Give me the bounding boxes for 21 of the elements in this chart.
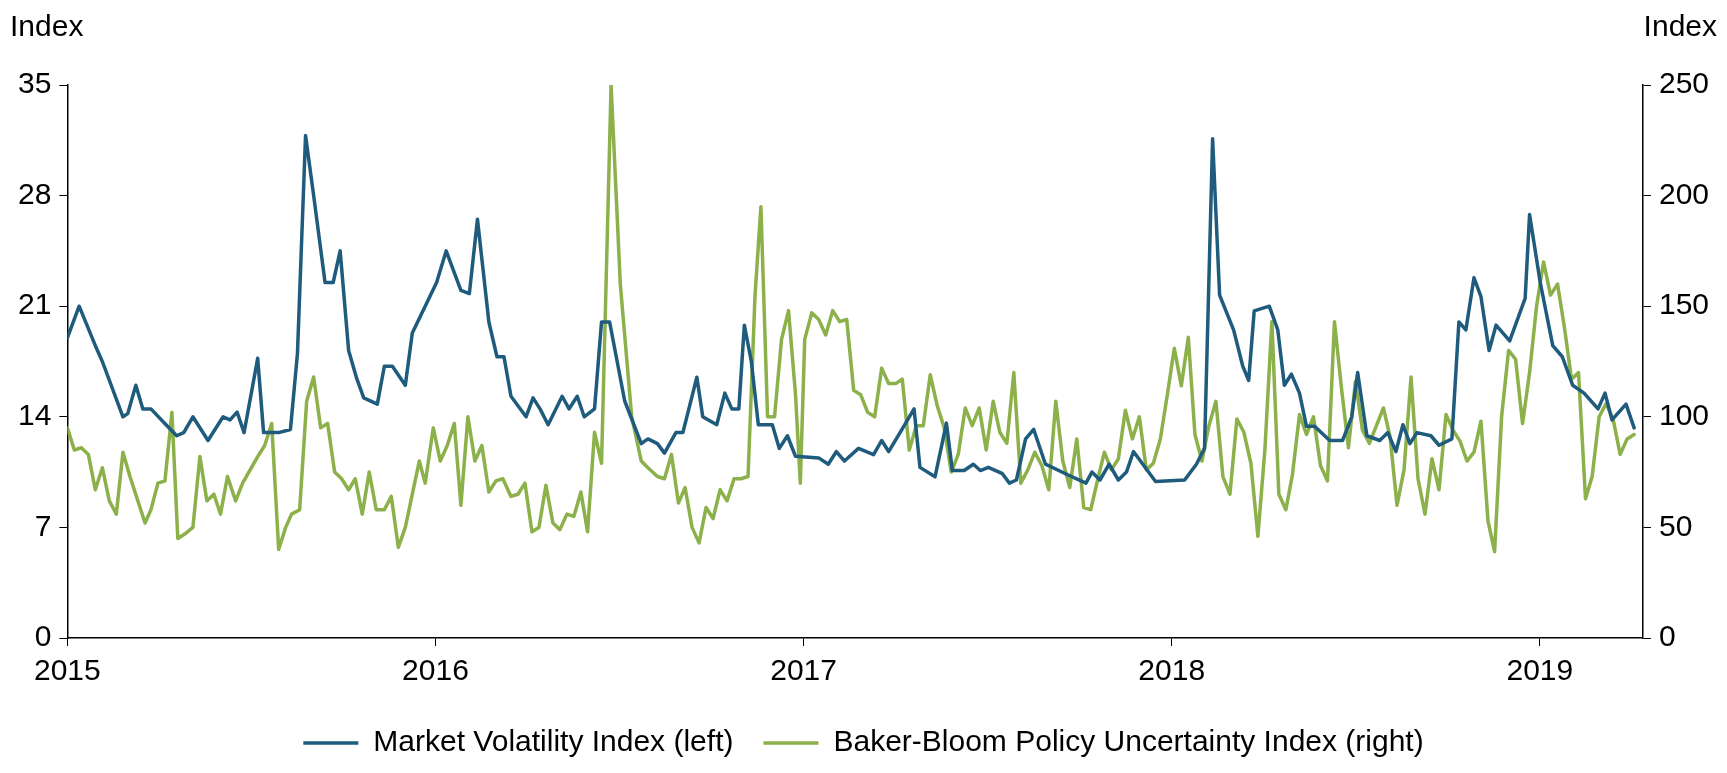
x-tick-label: 2016 — [402, 653, 469, 687]
y-tick-label: 14 — [17, 398, 52, 432]
y2-tick-label: 0 — [1658, 619, 1676, 653]
y-tick-label: 28 — [17, 176, 52, 210]
y-tick-label: 7 — [34, 508, 52, 542]
y2-tick-label: 200 — [1658, 176, 1710, 210]
y-tick-label: 21 — [17, 287, 52, 321]
legend-label: Market Volatility Index (left) — [373, 724, 734, 758]
y2-tick-label: 100 — [1658, 398, 1710, 432]
y-axis-title: Index — [10, 9, 84, 43]
x-tick-label: 2018 — [1138, 653, 1206, 687]
x-tick-label: 2015 — [33, 653, 101, 687]
y-tick-label: 35 — [17, 66, 52, 100]
y2-tick-label: 50 — [1658, 508, 1693, 542]
y2-tick-label: 150 — [1658, 287, 1710, 321]
x-tick-label: 2019 — [1506, 653, 1574, 687]
y2-tick-label: 250 — [1658, 66, 1710, 100]
y-tick-label: 0 — [34, 619, 52, 653]
legend-label: Baker-Bloom Policy Uncertainty Index (right) — [833, 724, 1424, 758]
y2-axis-title: Index — [1643, 9, 1717, 43]
x-tick-label: 2017 — [770, 653, 837, 687]
